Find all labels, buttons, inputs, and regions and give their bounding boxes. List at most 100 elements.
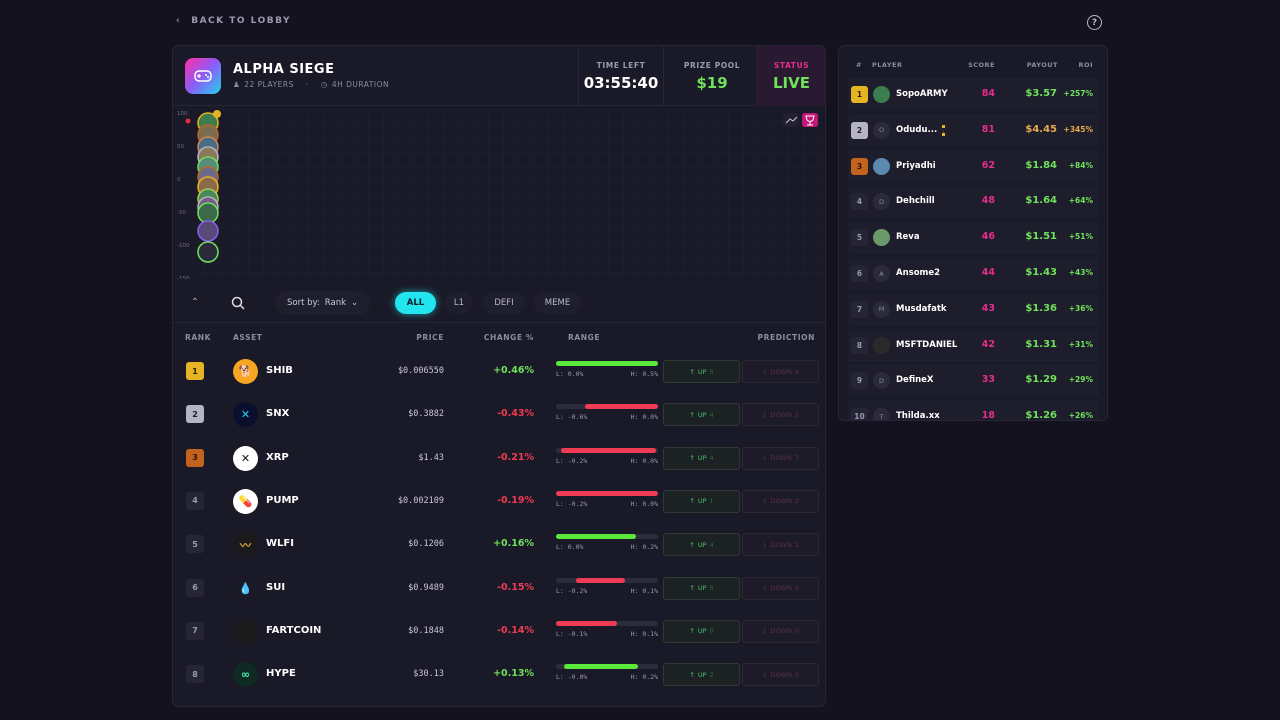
y-tick-label: -50 <box>177 210 186 216</box>
predict-down-button[interactable]: ↓ DOWN 0 <box>742 619 819 643</box>
search-icon[interactable] <box>231 295 247 311</box>
lb-score: 84 <box>981 88 995 99</box>
range-track <box>556 404 658 410</box>
lb-player-name: Priyadhi <box>896 160 936 171</box>
predict-up-button[interactable]: ↑ UP 4 <box>663 533 740 557</box>
lb-score: 48 <box>981 195 995 207</box>
predict-up-button[interactable]: ↑ UP 4 <box>663 446 740 470</box>
predict-up-button[interactable]: ↑ UP 2 <box>663 663 740 687</box>
predict-up-button[interactable]: ↑ UP 4 <box>663 403 740 427</box>
asset-row[interactable]: 8 ∞ HYPE $30.13 +0.13% L: -0.0% H: 0.2% … <box>173 653 825 696</box>
lb-header-score: SCORE <box>968 61 995 69</box>
asset-row[interactable]: 7 FARTCOIN $0.1848 -0.14% L: -0.1% H: 0.… <box>173 610 825 653</box>
leaderboard-row[interactable]: 4 D Dehchill 48 $1.64 +64% <box>848 185 1099 219</box>
lb-payout: $3.57 <box>1025 88 1057 99</box>
range-bar: L: -0.2% H: 0.0% <box>556 447 658 465</box>
lb-roi: +51% <box>1068 232 1093 242</box>
chip-meme[interactable]: MEME <box>534 292 581 314</box>
back-to-lobby-link[interactable]: ‹ BACK TO LOBBY <box>176 16 291 26</box>
leaderboard-row[interactable]: 9 D DefineX 33 $1.29 +29% <box>848 364 1099 398</box>
leaderboard-row[interactable]: 3 Priyadhi 62 $1.84 +84% <box>848 149 1099 183</box>
arrow-up-icon: ↑ <box>689 584 695 592</box>
header-rank: RANK <box>185 333 212 342</box>
rank-badge: 8 <box>186 665 204 684</box>
range-high: H: 0.2% <box>630 673 658 682</box>
lb-player-name: Thilda.xx <box>896 411 940 421</box>
arrow-up-icon: ↑ <box>689 454 695 463</box>
range-track <box>556 664 658 670</box>
asset-row[interactable]: 5 〰 WLFI $0.1206 +0.16% L: 0.0% H: 0.2% … <box>173 523 825 566</box>
up-count: 4 <box>709 454 714 463</box>
range-track <box>556 620 658 626</box>
arrow-down-icon: ↓ <box>761 497 768 506</box>
asset-row[interactable]: 4 💊 PUMP $0.002109 -0.19% L: -0.2% H: 0.… <box>173 480 825 523</box>
player-avatar-marker[interactable] <box>197 220 219 242</box>
predict-up-button[interactable]: ↑ UP 5 <box>663 576 740 600</box>
asset-row[interactable]: 2 ✕ SNX $0.3882 -0.43% L: -0.6% H: 0.0% … <box>173 393 825 436</box>
lb-rank-badge: 3 <box>851 157 868 175</box>
avatar: M <box>873 300 890 318</box>
range-fill <box>576 577 626 583</box>
down-label: DOWN <box>770 584 792 592</box>
chevron-up-icon[interactable]: ⌃ <box>190 297 200 308</box>
rank-badge: 5 <box>186 535 204 554</box>
arrow-up-icon: ↑ <box>689 540 695 549</box>
asset-price: $0.9489 <box>408 582 444 593</box>
range-low: L: -0.0% <box>556 673 588 682</box>
up-label: UP <box>697 454 707 463</box>
chip-defi[interactable]: DEFI <box>483 292 525 314</box>
leaderboard-row[interactable]: 2 O Odudu... 81 $4.45 +345% <box>848 113 1099 147</box>
lb-player-name: Odudu... <box>896 124 938 135</box>
range-bar: L: -0.2% H: 0.1% <box>556 577 658 595</box>
asset-logo-icon: ✕ <box>233 402 258 428</box>
leaderboard-row[interactable]: 8 MSFTDANIEL 42 $1.31 +31% <box>848 328 1099 362</box>
lb-score: 18 <box>981 410 995 421</box>
predict-down-button[interactable]: ↓ DOWN 5 <box>742 403 819 427</box>
predict-up-button[interactable]: ↑ UP 0 <box>663 619 740 643</box>
sort-label: Sort by: <box>287 298 320 308</box>
player-avatar-marker[interactable] <box>197 241 219 263</box>
predict-down-button[interactable]: ↓ DOWN 0 <box>742 663 819 687</box>
leaderboard-row[interactable]: 5 Reva 46 $1.51 +51% <box>848 221 1099 255</box>
down-label: DOWN <box>770 540 792 549</box>
leaderboard-row[interactable]: 6 A Ansome2 44 $1.43 +43% <box>848 257 1099 290</box>
predict-up-button[interactable]: ↑ UP 5 <box>663 360 740 383</box>
asset-logo-icon <box>233 618 258 644</box>
score-chart: 100 50 0 -50 -100 -150 <box>173 107 825 279</box>
predict-down-button[interactable]: ↓ DOWN 7 <box>742 446 819 470</box>
game-title: ALPHA SIEGE <box>233 62 335 77</box>
asset-logo-icon: 🐕 <box>233 359 258 384</box>
lb-roi: +257% <box>1063 89 1093 98</box>
range-labels: L: -0.2% H: 0.1% <box>556 587 658 595</box>
status-label: STATUS <box>773 60 810 70</box>
range-bar: L: -0.2% H: 0.0% <box>556 490 658 508</box>
help-icon[interactable]: ? <box>1087 15 1102 30</box>
lb-rank-badge: 6 <box>851 265 868 282</box>
leaderboard-row[interactable]: 7 M Musdafatk 43 $1.36 +36% <box>848 292 1099 326</box>
predict-down-button[interactable]: ↓ DOWN 0 <box>742 576 819 600</box>
asset-name: FARTCOIN <box>266 624 322 636</box>
predict-down-button[interactable]: ↓ DOWN 4 <box>742 360 819 383</box>
up-count: 5 <box>709 584 714 592</box>
lb-payout: $1.26 <box>1025 410 1057 421</box>
asset-price: $0.3882 <box>408 409 444 420</box>
lb-roi: +26% <box>1068 411 1093 421</box>
predict-up-button[interactable]: ↑ UP 1 <box>663 489 740 513</box>
chip-l1[interactable]: L1 <box>445 292 473 314</box>
chip-all[interactable]: ALL <box>395 292 436 314</box>
asset-row[interactable]: 3 ✕ XRP $1.43 -0.21% L: -0.2% H: 0.0% ↑ … <box>173 437 825 480</box>
leaderboard-row[interactable]: 10 T Thilda.xx 18 $1.26 +26% <box>848 400 1099 421</box>
asset-change: +0.16% <box>493 538 534 550</box>
sort-dropdown[interactable]: Sort by: Rank ⌄ <box>275 291 371 315</box>
asset-row[interactable]: 1 🐕 SHIB $0.006550 +0.46% L: 0.0% H: 0.5… <box>173 350 825 393</box>
player-avatar-marker[interactable] <box>197 202 219 224</box>
predict-down-button[interactable]: ↓ DOWN 2 <box>742 533 819 557</box>
up-count: 1 <box>709 497 714 506</box>
down-label: DOWN <box>770 497 792 506</box>
leaderboard-row[interactable]: 1 SopoARMY 84 $3.57 +257% <box>848 78 1099 111</box>
asset-row[interactable]: 6 💧 SUI $0.9489 -0.15% L: -0.2% H: 0.1% … <box>173 567 825 610</box>
sort-value: Rank <box>324 298 347 308</box>
avatar: T <box>873 408 890 420</box>
predict-down-button[interactable]: ↓ DOWN 2 <box>742 489 819 513</box>
y-tick-label: 50 <box>177 144 184 150</box>
